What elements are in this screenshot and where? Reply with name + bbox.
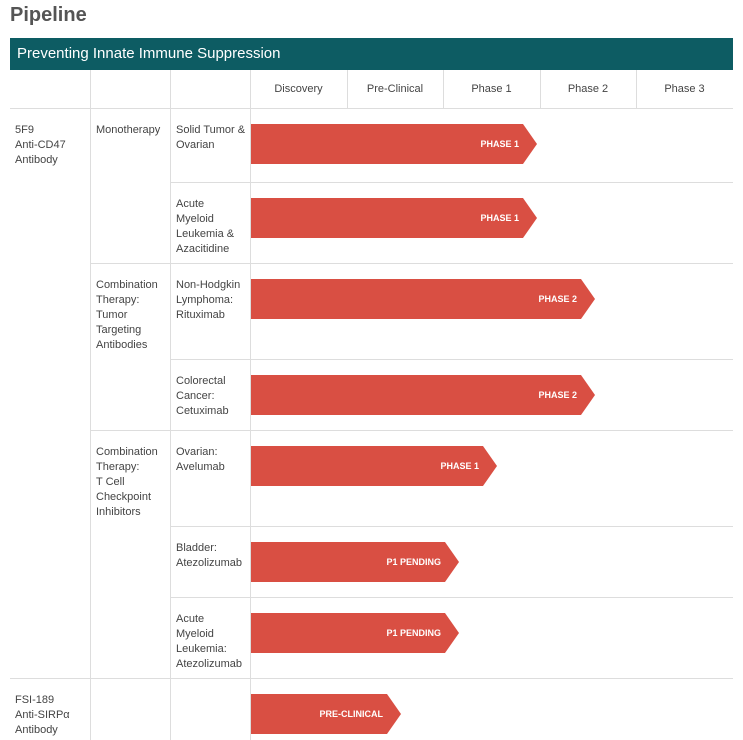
status-label: PHASE 2: [538, 390, 577, 400]
status-bar: PRE-CLINICAL: [251, 694, 401, 734]
rule: [10, 108, 733, 109]
indication: Leukemia &: [176, 228, 235, 240]
status-bar: PHASE 2: [251, 375, 595, 415]
indication: Atezolizumab: [176, 557, 243, 569]
status-label: PRE-CLINICAL: [319, 709, 383, 719]
phase-label: Phase 2: [567, 83, 609, 95]
rule: [170, 597, 733, 598]
rule: [636, 70, 637, 108]
status-label: PHASE 1: [480, 213, 519, 223]
therapy: Targeting: [96, 324, 142, 336]
rule: [347, 70, 348, 108]
drug: 5F9: [15, 124, 34, 136]
therapy: Monotherapy: [96, 124, 161, 136]
status-bar: PHASE 1: [251, 198, 537, 238]
therapy: Tumor: [96, 309, 128, 321]
status-bar: P1 PENDING: [251, 613, 459, 653]
rule: [540, 70, 541, 108]
rule: [90, 678, 170, 679]
therapy: Therapy:: [96, 294, 140, 306]
therapy: Checkpoint: [96, 491, 152, 503]
therapy: Combination: [96, 446, 158, 458]
status-label: PHASE 1: [480, 139, 519, 149]
status-bar: PHASE 2: [251, 279, 595, 319]
drug: Antibody: [15, 154, 58, 166]
therapy: Antibodies: [96, 339, 148, 351]
status-label: PHASE 2: [538, 294, 577, 304]
phase-label: Pre-Clinical: [366, 83, 424, 95]
rule: [170, 430, 733, 431]
indication: Rituximab: [176, 309, 225, 321]
indication: Leukemia:: [176, 643, 227, 655]
banner-title: Preventing Innate Immune Suppression: [17, 45, 281, 62]
therapy: Inhibitors: [96, 506, 141, 518]
page-title: Pipeline: [10, 4, 87, 26]
status-label: P1 PENDING: [386, 628, 441, 638]
status-bar: PHASE 1: [251, 446, 497, 486]
indication: Myeloid: [176, 213, 214, 225]
rule: [170, 359, 733, 360]
therapy: Combination: [96, 279, 158, 291]
drug: Antibody: [15, 724, 58, 736]
rule: [250, 108, 251, 740]
phase-label: Discovery: [274, 83, 323, 95]
therapy: Therapy:: [96, 461, 140, 473]
rule: [10, 678, 90, 679]
indication: Colorectal: [176, 375, 226, 387]
indication: Ovarian:: [176, 446, 218, 458]
indication: Myeloid: [176, 628, 214, 640]
indication: Solid Tumor &: [176, 124, 246, 136]
banner: Preventing Innate Immune Suppression: [10, 38, 733, 70]
status-bar: P1 PENDING: [251, 542, 459, 582]
rule: [90, 430, 170, 431]
drug: Anti-CD47: [15, 139, 66, 151]
therapy: T Cell: [96, 476, 125, 488]
rule: [170, 70, 171, 740]
rule: [170, 263, 733, 264]
phase-label: Phase 3: [664, 83, 705, 95]
status-bar: PHASE 1: [251, 124, 537, 164]
indication: Non-Hodgkin: [176, 279, 241, 291]
status-label: PHASE 1: [440, 461, 479, 471]
phase-label: Phase 1: [471, 83, 512, 95]
indication: Ovarian: [176, 139, 215, 151]
rule: [170, 526, 733, 527]
drug: FSI-189: [15, 694, 55, 706]
rule: [443, 70, 444, 108]
indication: Azacitidine: [176, 243, 230, 255]
indication: Cancer:: [176, 390, 215, 402]
rule: [250, 70, 251, 108]
indication: Acute: [176, 613, 205, 625]
status-label: P1 PENDING: [386, 557, 441, 567]
indication: Avelumab: [176, 461, 225, 473]
indication: Bladder:: [176, 542, 217, 554]
rule: [170, 182, 733, 183]
indication: Lymphoma:: [176, 294, 234, 306]
drug: Anti-SIRPα: [15, 709, 70, 721]
rule: [90, 263, 170, 264]
indication: Cetuximab: [176, 405, 229, 417]
rule: [170, 678, 733, 679]
rule: [90, 70, 91, 740]
indication: Acute: [176, 198, 205, 210]
indication: Atezolizumab: [176, 658, 243, 670]
